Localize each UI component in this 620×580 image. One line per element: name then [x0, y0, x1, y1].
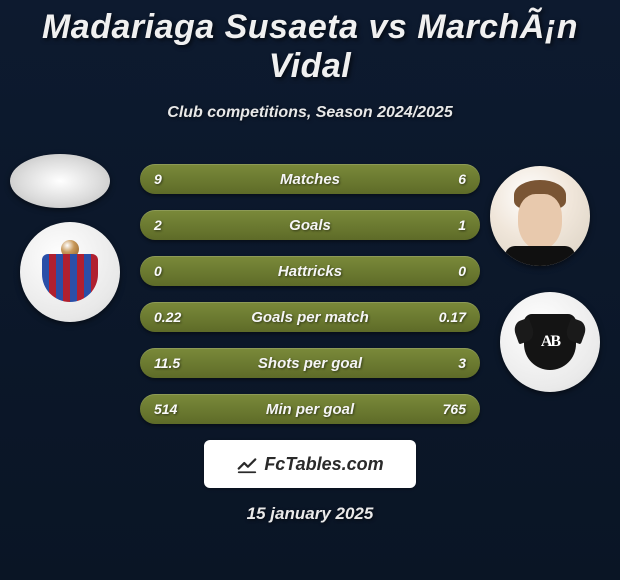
stat-label: Goals per match — [251, 309, 369, 326]
stat-label: Matches — [280, 171, 340, 188]
stat-row-min-per-goal: 514 Min per goal 765 — [140, 394, 480, 424]
player-left-avatar — [10, 154, 110, 208]
branding-text: FcTables.com — [264, 454, 383, 475]
player-left-club-badge — [20, 222, 120, 322]
stat-left-value: 11.5 — [154, 355, 180, 371]
player-right-avatar — [490, 166, 590, 266]
page-title: Madariaga Susaeta vs MarchÃ¡n Vidal — [0, 0, 620, 86]
stat-left-value: 9 — [154, 171, 162, 187]
stat-row-shots-per-goal: 11.5 Shots per goal 3 — [140, 348, 480, 378]
stat-right-value: 0 — [458, 263, 466, 279]
stat-label: Hattricks — [278, 263, 342, 280]
branding-badge: FcTables.com — [204, 440, 416, 488]
stats-column: 9 Matches 6 2 Goals 1 0 Hattricks 0 0.22… — [140, 164, 480, 524]
stat-left-value: 514 — [154, 401, 177, 417]
stat-left-value: 2 — [154, 217, 162, 233]
stat-row-matches: 9 Matches 6 — [140, 164, 480, 194]
stat-right-value: 1 — [458, 217, 466, 233]
stat-right-value: 6 — [458, 171, 466, 187]
chart-icon — [236, 453, 258, 475]
stat-right-value: 765 — [443, 401, 466, 417]
stat-left-value: 0 — [154, 263, 162, 279]
stat-label: Goals — [289, 217, 331, 234]
stat-right-value: 3 — [458, 355, 466, 371]
stat-right-value: 0.17 — [439, 309, 466, 325]
stat-row-hattricks: 0 Hattricks 0 — [140, 256, 480, 286]
date-label: 15 january 2025 — [140, 504, 480, 524]
stat-label: Shots per goal — [258, 355, 362, 372]
stat-label: Min per goal — [266, 401, 354, 418]
wing-right-icon — [564, 318, 588, 345]
wing-left-icon — [512, 318, 536, 345]
shield-icon — [42, 254, 98, 302]
stat-row-goals-per-match: 0.22 Goals per match 0.17 — [140, 302, 480, 332]
stat-row-goals: 2 Goals 1 — [140, 210, 480, 240]
subtitle: Club competitions, Season 2024/2025 — [0, 104, 620, 122]
player-right-club-badge: AB — [500, 292, 600, 392]
stat-left-value: 0.22 — [154, 309, 181, 325]
